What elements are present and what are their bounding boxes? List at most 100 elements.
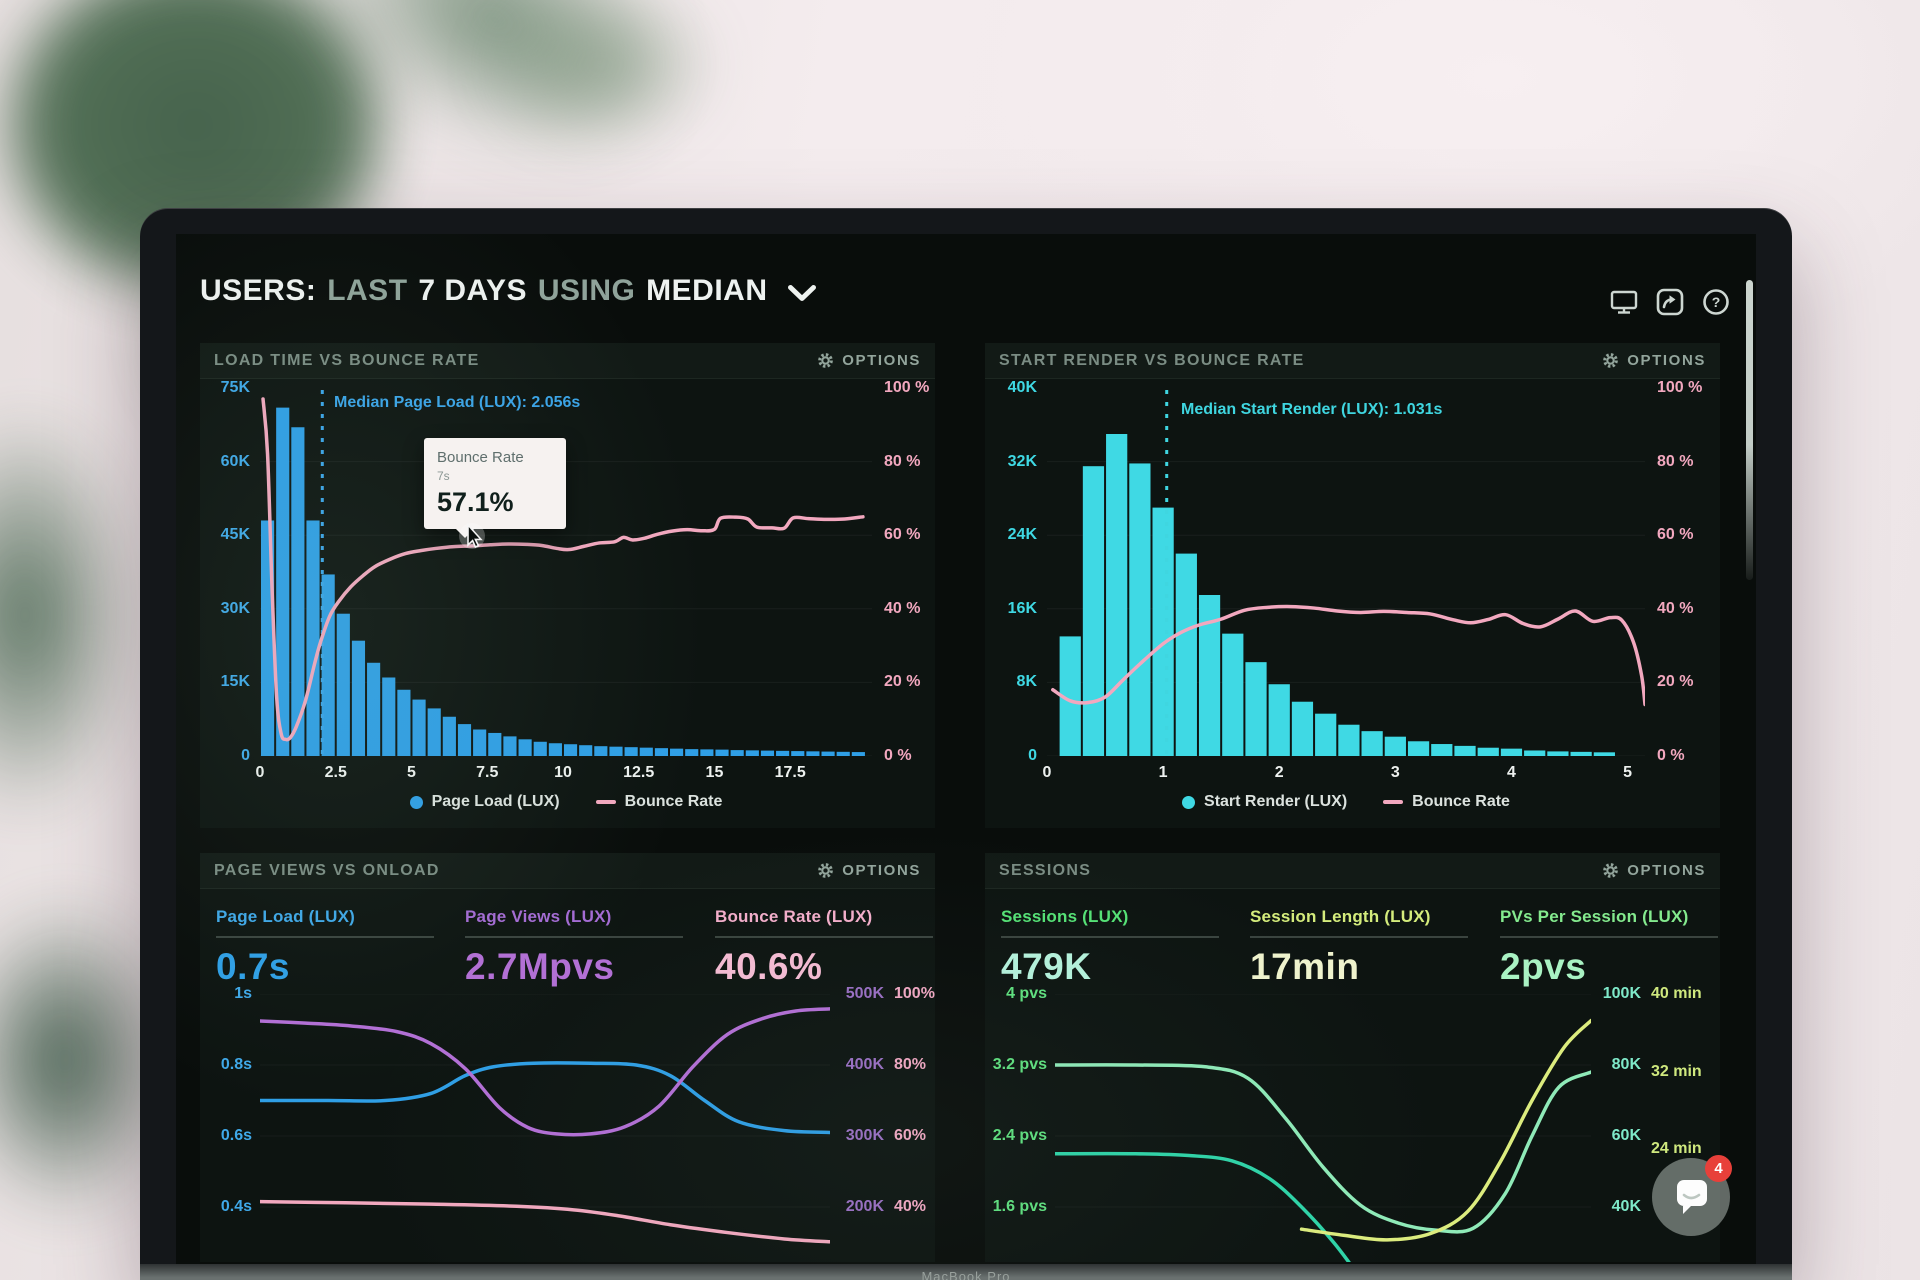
axis-tick-label: 40K: [1007, 379, 1037, 396]
y-axis-right-k: 500K 400K 300K 200K: [828, 984, 884, 1217]
panel-header: PAGE VIEWS VS ONLOAD OPTIONS: [200, 853, 935, 889]
options-label: OPTIONS: [842, 352, 921, 369]
axis-tick-label: 40 min: [1651, 985, 1702, 1002]
legend-label: Bounce Rate: [624, 793, 723, 810]
legend-label: Page Load (LUX): [431, 793, 560, 810]
metric-value: 17min: [1250, 946, 1360, 987]
metric-divider: [1500, 936, 1718, 938]
axis-tick-label: 100%: [894, 985, 935, 1002]
panel-load-time-vs-bounce-rate: LOAD TIME VS BOUNCE RATE OPTIONS Median …: [200, 343, 935, 828]
metric-label: Page Views (LUX): [465, 907, 612, 926]
page-title-segment: MEDIAN: [646, 274, 768, 307]
gear-icon: [1603, 353, 1619, 368]
x-axis-tick-label: 3: [1390, 764, 1400, 781]
axis-tick-label: 60K: [220, 452, 250, 470]
panel-title: SESSIONS: [999, 861, 1092, 879]
hinge-label: MacBook Pro: [921, 1269, 1011, 1280]
page-title-dropdown[interactable]: USERS: LAST 7 DAYS USING MEDIAN: [200, 274, 816, 308]
mouse-cursor: [459, 522, 485, 549]
options-button[interactable]: OPTIONS: [817, 352, 921, 369]
y-axis-left: 1s 0.8s 0.6s 0.4s: [202, 984, 252, 1217]
legend-line-marker: [595, 800, 616, 804]
axis-tick-label: 8K: [1016, 673, 1037, 691]
y-axis-right-unit: 100% 80% 60% 40%: [894, 984, 940, 1217]
x-axis-tick-label: 0: [255, 764, 265, 781]
axis-tick-label: 80 %: [884, 452, 921, 470]
axis-tick-label: 500K: [845, 985, 884, 1002]
axis-tick-label: 0 %: [884, 746, 912, 764]
panel-title: PAGE VIEWS VS ONLOAD: [214, 861, 440, 879]
metric-value: 40.6%: [715, 946, 823, 987]
gear-icon: [818, 353, 834, 368]
legend: Start Render (LUX) Bounce Rate: [1047, 793, 1645, 811]
x-axis-tick-label: 10: [554, 764, 572, 781]
axis-tick-label: 80%: [894, 1056, 927, 1073]
axis-tick-label: 2.4 pvs: [992, 1127, 1047, 1144]
axis-tick-label: 100K: [1602, 985, 1641, 1002]
metric-page-views: Page Views (LUX) 2.7Mpvs: [465, 907, 683, 988]
page-title-segment: 7 DAYS: [418, 274, 536, 307]
metric-value: 479K: [1001, 946, 1092, 987]
metric-divider: [1001, 936, 1219, 938]
axis-tick-label: 32K: [1007, 452, 1037, 470]
legend-label: Bounce Rate: [1412, 793, 1510, 810]
axis-tick-label: 0.4s: [220, 1198, 252, 1215]
x-axis-tick-label: 15: [705, 764, 724, 781]
y-axis-right-k: 100K 80K 60K 40K: [1589, 984, 1641, 1217]
page-title-segment: USERS:: [200, 274, 326, 307]
metric-label: Bounce Rate (LUX): [715, 907, 873, 926]
axis-tick-label: 80 %: [1657, 452, 1694, 470]
axis-tick-label: 40 %: [884, 599, 921, 617]
panel-header: START RENDER VS BOUNCE RATE OPTIONS: [985, 343, 1720, 379]
start-render-vs-bounce-rate-plot: [1047, 390, 1645, 756]
y-axis-left: 4 pvs 3.2 pvs 2.4 pvs 1.6 pvs: [987, 984, 1047, 1217]
notification-badge: 4: [1705, 1155, 1732, 1182]
axis-tick-label: 24K: [1007, 526, 1037, 544]
axis-tick-label: 16K: [1007, 599, 1037, 617]
chevron-down-icon: [787, 284, 816, 301]
panel-start-render-vs-bounce-rate: START RENDER VS BOUNCE RATE OPTIONS Medi…: [985, 343, 1720, 828]
options-button[interactable]: OPTIONS: [1602, 352, 1706, 369]
help-icon[interactable]: ?: [1702, 288, 1730, 316]
axis-tick-label: 40K: [1611, 1198, 1641, 1215]
load-time-vs-bounce-rate-plot: [260, 390, 872, 756]
axis-tick-label: 80K: [1611, 1056, 1641, 1073]
legend-item[interactable]: Start Render (LUX): [1182, 793, 1347, 811]
legend-dot-marker: [1182, 795, 1196, 809]
x-axis-tick-label: 2.5: [324, 764, 347, 781]
plant-leaf-blur: [430, 0, 770, 180]
axis-tick-label: 20 %: [1657, 673, 1694, 691]
options-label: OPTIONS: [1627, 862, 1706, 879]
display-icon[interactable]: [1610, 288, 1638, 316]
legend-item[interactable]: Page Load (LUX): [409, 793, 560, 811]
metric-value: 2pvs: [1500, 946, 1587, 987]
tooltip-x-value: 7s: [437, 469, 450, 483]
axis-tick-label: 100 %: [1657, 379, 1703, 396]
legend-dot-marker: [409, 795, 423, 809]
y-axis-right: 100 % 80 % 60 % 40 % 20 % 0 %: [1657, 378, 1713, 766]
dashboard-screen: USERS: LAST 7 DAYS USING MEDIAN ? LOAD T: [176, 234, 1756, 1264]
sessions-plot: [1055, 994, 1591, 1262]
scrollbar-thumb[interactable]: [1746, 280, 1753, 580]
median-line-label: Median Start Render (LUX): 1.031s: [1181, 401, 1443, 418]
axis-tick-label: 300K: [845, 1127, 884, 1144]
laptop-bezel: USERS: LAST 7 DAYS USING MEDIAN ? LOAD T: [140, 208, 1792, 1280]
x-axis-tick-label: 17.5: [774, 764, 806, 781]
axis-tick-label: 32 min: [1651, 1062, 1702, 1080]
share-icon[interactable]: [1656, 288, 1684, 316]
options-button[interactable]: OPTIONS: [817, 862, 921, 879]
page-views-vs-onload-plot: [260, 994, 830, 1244]
y-axis-left: 40K 32K 24K 16K 8K 0: [987, 378, 1037, 766]
axis-tick-label: 0: [1028, 746, 1037, 764]
y-axis-right-unit: 40 min 32 min 24 min: [1651, 984, 1713, 1217]
chat-widget-button[interactable]: 4: [1652, 1155, 1732, 1236]
panel-page-views-vs-onload: PAGE VIEWS VS ONLOAD OPTIONS Page Load (…: [200, 853, 935, 1262]
metric-label: Sessions (LUX): [1001, 907, 1129, 926]
x-axis-tick-label: 1: [1158, 764, 1168, 781]
page-title: USERS: LAST 7 DAYS USING MEDIAN: [200, 274, 770, 308]
options-button[interactable]: OPTIONS: [1602, 862, 1706, 879]
legend-item[interactable]: Bounce Rate: [595, 793, 723, 811]
axis-tick-label: 0: [241, 746, 250, 764]
legend-item[interactable]: Bounce Rate: [1383, 793, 1510, 811]
